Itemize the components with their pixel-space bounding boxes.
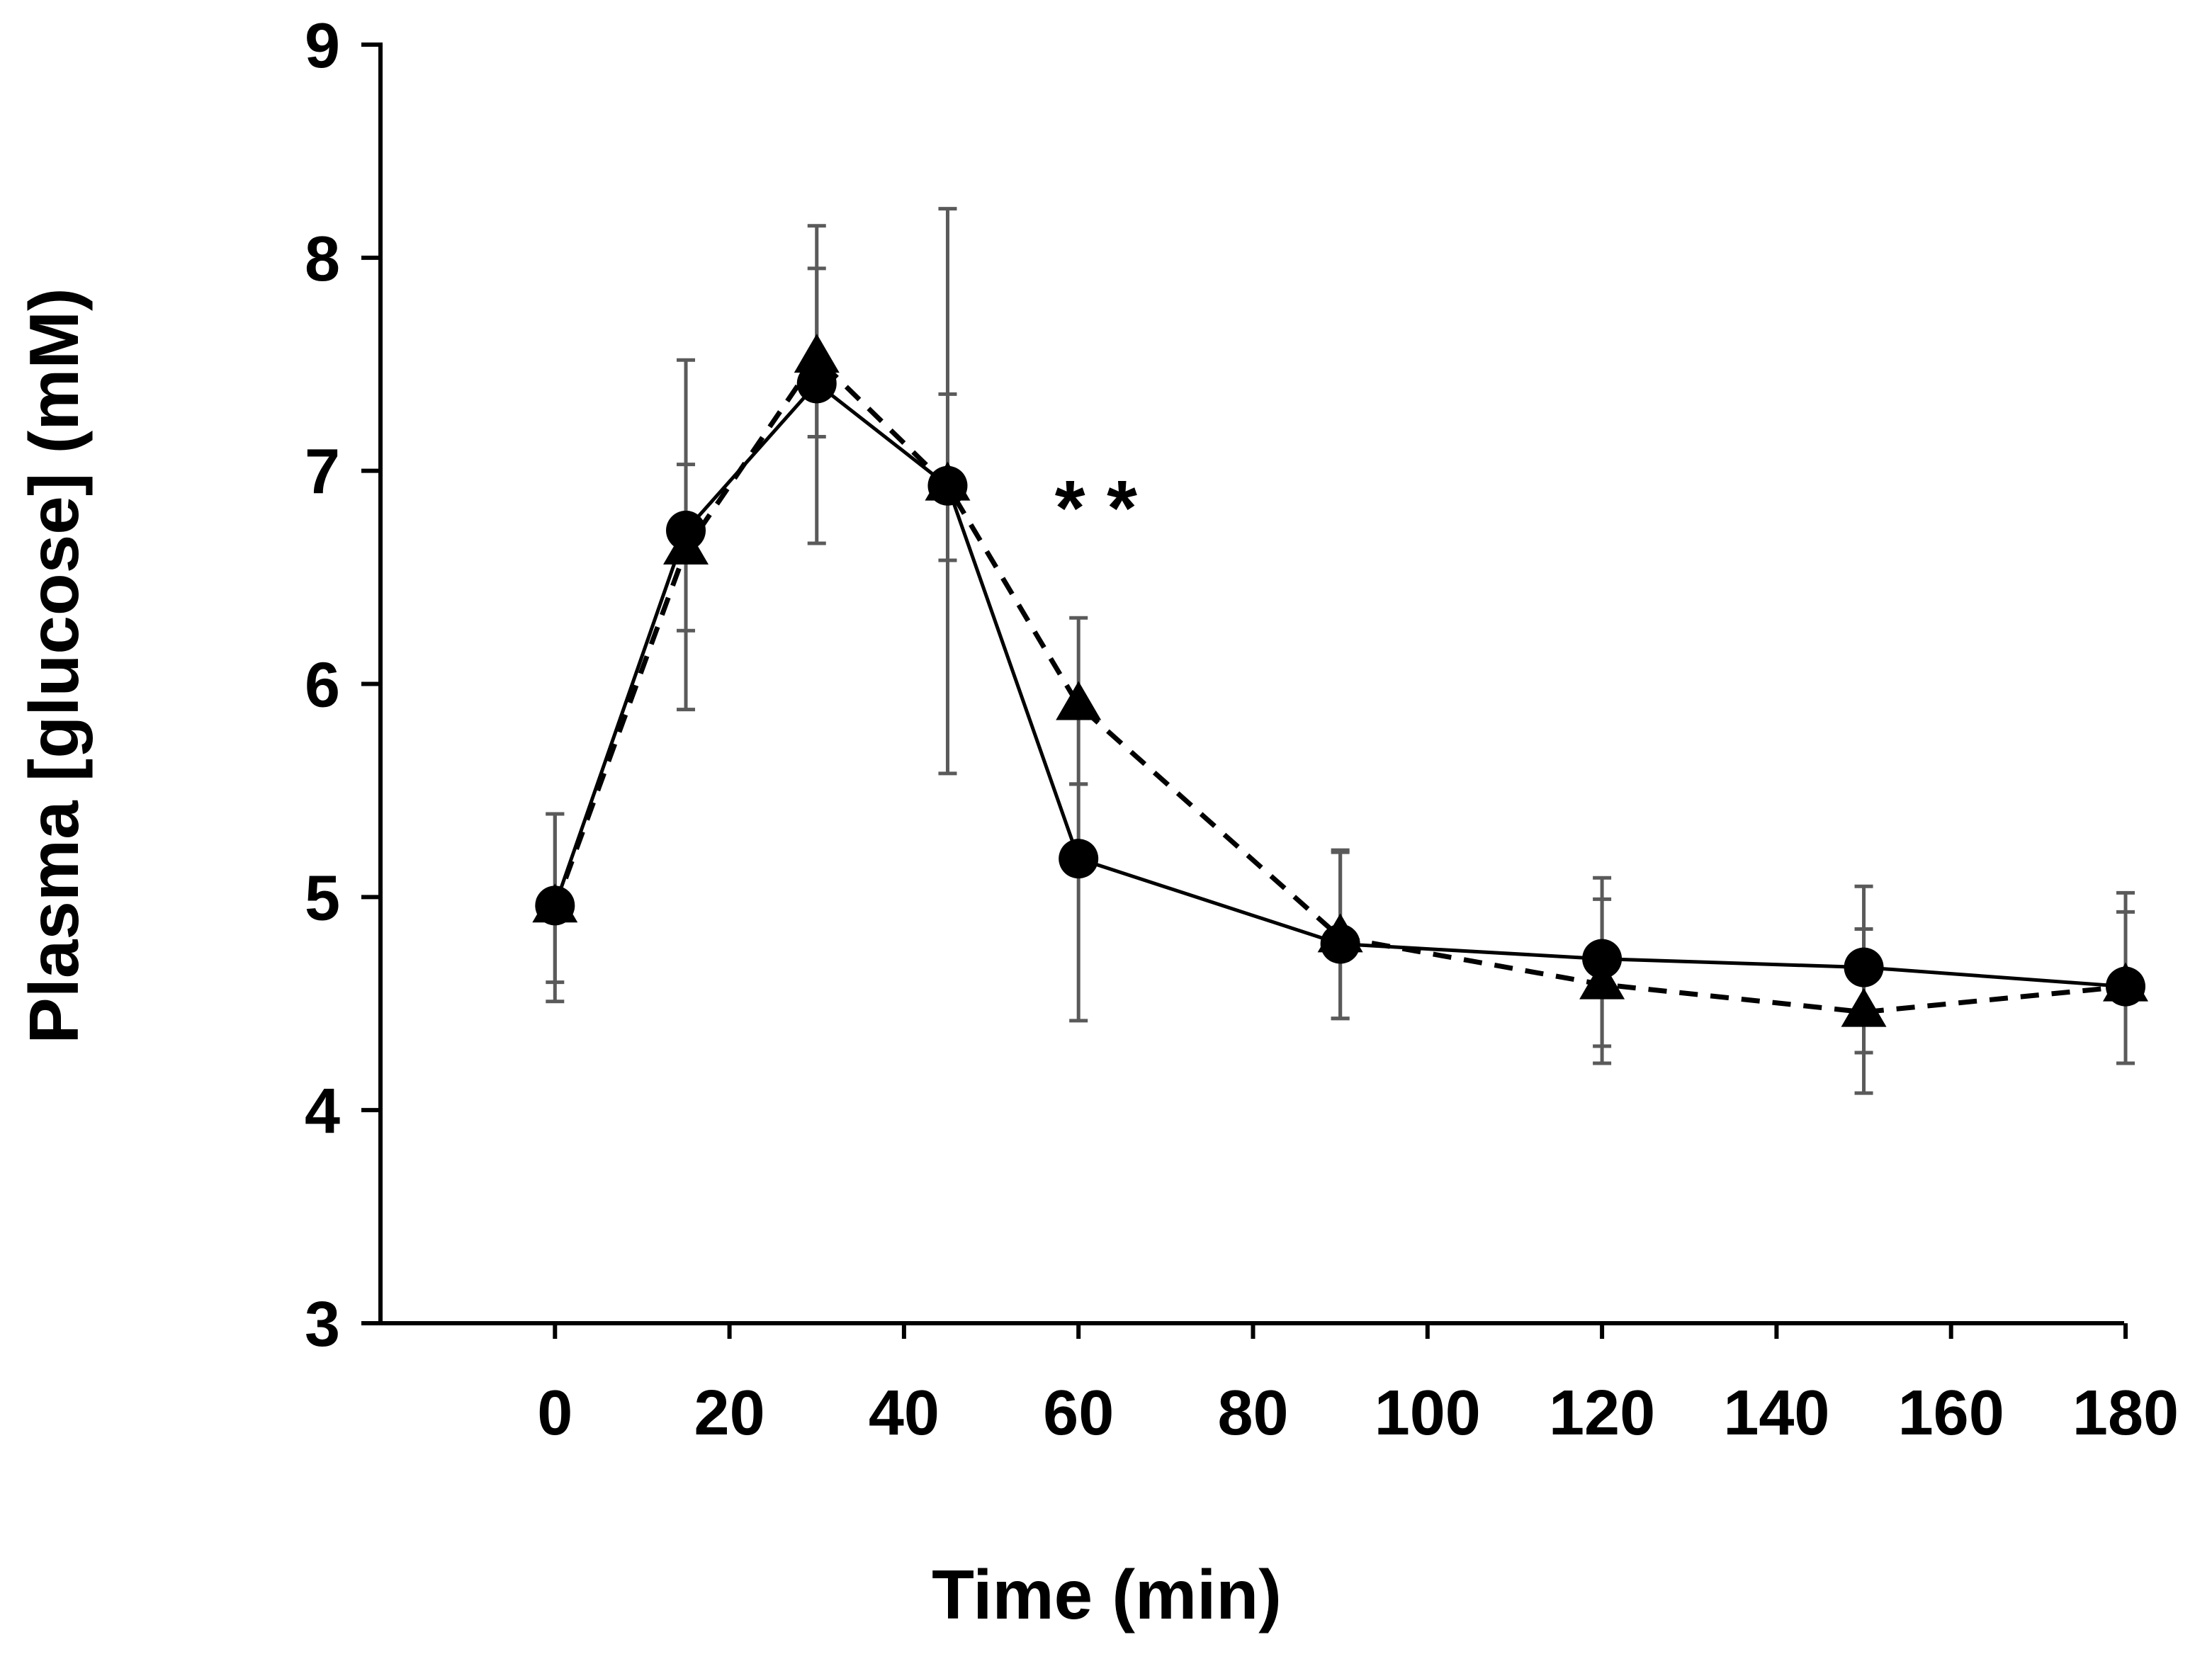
data-point-circle-solid xyxy=(1844,947,1884,987)
data-point-triangle-dashed xyxy=(1056,681,1102,720)
data-markers xyxy=(532,334,2148,1027)
data-point-circle-solid xyxy=(1582,939,1623,979)
x-axis-title: Time (min) xyxy=(932,1556,1282,1633)
data-point-triangle-dashed xyxy=(925,461,971,501)
data-point-triangle-dashed xyxy=(663,525,709,565)
y-tick-label: 7 xyxy=(305,437,340,508)
x-tick-label: 140 xyxy=(1723,1378,1829,1449)
x-tick-label: 60 xyxy=(1043,1378,1114,1449)
y-tick-label: 8 xyxy=(305,224,340,295)
x-tick-label: 120 xyxy=(1549,1378,1655,1449)
x-axis-ticks: 0 20 40 60 80 100 120 140 160 180 xyxy=(537,1323,2179,1449)
y-axis-title: Plasma [glucose] (mM) xyxy=(15,288,93,1043)
x-tick-label: 100 xyxy=(1375,1378,1481,1449)
data-point-triangle-dashed xyxy=(794,334,840,373)
y-tick-label: 3 xyxy=(305,1289,340,1360)
significance-annotation: * * xyxy=(1055,465,1137,552)
x-tick-label: 180 xyxy=(2072,1378,2179,1449)
y-tick-label: 4 xyxy=(305,1076,340,1147)
x-tick-label: 80 xyxy=(1217,1378,1288,1449)
y-tick-label: 5 xyxy=(305,863,340,934)
data-point-circle-solid xyxy=(1059,839,1099,879)
x-tick-label: 40 xyxy=(869,1378,939,1449)
y-tick-label: 6 xyxy=(305,650,340,721)
data-point-triangle-dashed xyxy=(1579,960,1625,1000)
data-point-triangle-dashed xyxy=(1841,987,1887,1027)
x-tick-label: 20 xyxy=(694,1378,765,1449)
x-tick-label: 0 xyxy=(537,1378,572,1449)
data-point-triangle-dashed xyxy=(1317,913,1363,953)
data-point-circle-solid xyxy=(796,363,837,404)
x-tick-label: 160 xyxy=(1898,1378,2004,1449)
data-point-triangle-dashed xyxy=(2103,962,2148,1002)
y-tick-label: 9 xyxy=(305,11,340,81)
y-axis-ticks: 3 4 5 6 7 8 9 xyxy=(305,11,380,1360)
data-point-triangle-dashed xyxy=(532,883,578,923)
series-line-triangle-dashed xyxy=(553,353,2126,1015)
